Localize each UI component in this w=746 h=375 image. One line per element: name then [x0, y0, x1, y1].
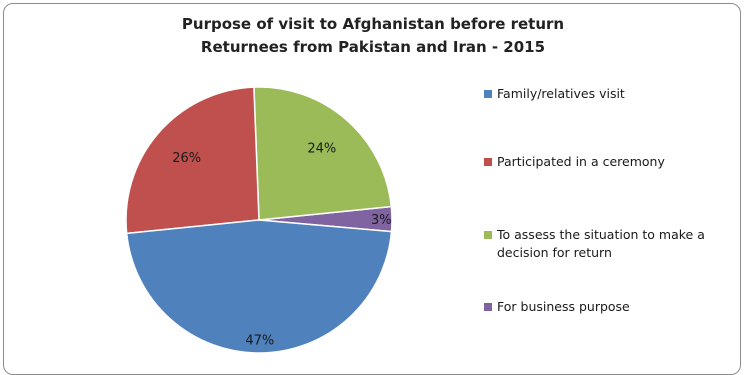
legend-swatch — [484, 158, 492, 166]
legend-swatch — [484, 90, 492, 98]
legend-swatch — [484, 303, 492, 311]
slice-value-label: 3% — [371, 213, 392, 228]
legend-item: For business purpose — [484, 298, 734, 316]
chart-subtitle: Returnees from Pakistan and Iran - 2015 — [200, 38, 546, 56]
pie-slice — [125, 219, 393, 354]
slice-value-label: 47% — [245, 334, 274, 349]
legend-label: Participated in a ceremony — [497, 154, 665, 169]
legend-label: Family/relatives visit — [497, 86, 625, 101]
chart-title: Purpose of visit to Afghanistan before r… — [181, 15, 565, 33]
legend-item: Participated in a ceremony — [484, 153, 734, 171]
pie-slice — [125, 86, 260, 235]
legend-label: For business purpose — [497, 299, 630, 314]
legend-swatch — [484, 231, 492, 239]
slice-value-label: 26% — [172, 151, 201, 166]
legend-label: To assess the situation to make a decisi… — [497, 227, 705, 260]
slice-value-label: 24% — [307, 142, 336, 157]
pie-chart: 3% 24% 26% 47% — [125, 86, 393, 354]
legend-item: To assess the situation to make a decisi… — [484, 226, 734, 262]
legend-item: Family/relatives visit — [484, 85, 734, 103]
pie-slice — [253, 86, 393, 221]
